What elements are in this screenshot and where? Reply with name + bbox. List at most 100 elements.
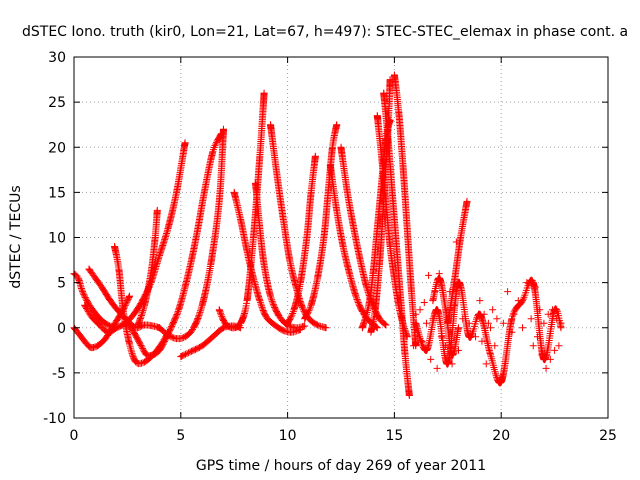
- data-point: [181, 139, 189, 147]
- data-point: [454, 324, 462, 332]
- data-point: [482, 360, 490, 368]
- data-point: [476, 297, 484, 305]
- data-point: [463, 197, 471, 205]
- data-point: [256, 298, 264, 306]
- data-point: [257, 300, 265, 308]
- data-point: [444, 319, 452, 327]
- data-point: [414, 328, 422, 336]
- data-point: [303, 310, 311, 318]
- y-tick-label: 20: [48, 140, 66, 156]
- y-tick-label: -10: [43, 411, 66, 427]
- y-tick-label: 30: [48, 50, 66, 66]
- data-point: [128, 348, 136, 356]
- data-point: [128, 350, 136, 358]
- data-point: [311, 152, 319, 160]
- data-point: [172, 312, 180, 320]
- data-point: [195, 312, 203, 320]
- data-point: [126, 292, 134, 300]
- data-point: [519, 324, 527, 332]
- data-point: [454, 346, 462, 354]
- data-point: [167, 333, 175, 341]
- data-point: [478, 337, 486, 345]
- data-point: [420, 298, 428, 306]
- data-point: [81, 294, 89, 302]
- data-point: [138, 310, 146, 318]
- data-point: [267, 294, 275, 302]
- data-point: [373, 324, 381, 332]
- data-point: [259, 305, 267, 313]
- data-point: [386, 76, 394, 84]
- data-point: [174, 307, 182, 315]
- data-point: [269, 299, 277, 307]
- data-point: [217, 311, 225, 319]
- data-point: [440, 292, 448, 300]
- data-point: [551, 346, 559, 354]
- y-axis-title: dSTEC / TECUs: [8, 185, 24, 288]
- data-point: [429, 315, 437, 323]
- data-point: [211, 142, 219, 150]
- data-point: [218, 312, 226, 320]
- data-point: [173, 310, 181, 318]
- data-point: [165, 332, 173, 340]
- data-point: [160, 339, 168, 347]
- data-point: [315, 322, 323, 330]
- data-point: [164, 331, 172, 339]
- data-point: [523, 279, 531, 287]
- data-point: [197, 305, 205, 313]
- data-point: [322, 324, 330, 332]
- x-axis-title: GPS time / hours of day 269 of year 2011: [196, 458, 486, 474]
- data-point: [138, 359, 146, 367]
- data-point: [194, 313, 202, 321]
- data-point: [153, 206, 161, 214]
- y-tick-label: 10: [48, 231, 66, 247]
- data-point: [504, 288, 512, 296]
- data-point: [178, 334, 186, 342]
- data-point: [260, 89, 268, 97]
- data-point: [435, 270, 443, 278]
- data-point: [362, 314, 370, 322]
- data-point: [382, 321, 390, 329]
- x-tick-label: 0: [70, 428, 79, 444]
- data-point: [422, 319, 430, 327]
- data-point: [137, 312, 145, 320]
- data-point: [78, 286, 86, 294]
- data-point: [544, 310, 552, 318]
- axis-ticks: 0 5 10 15 20 25 -10 -5 0 5 10 15 20 25 30: [43, 50, 617, 444]
- grid: [74, 57, 608, 418]
- data-point: [492, 372, 500, 380]
- data-point: [79, 289, 87, 297]
- data-point: [138, 308, 146, 316]
- data-point: [514, 297, 522, 305]
- data-point: [353, 294, 361, 302]
- chart-title: dSTEC Iono. truth (kir0, Lon=21, Lat=67,…: [22, 24, 628, 40]
- data-point: [173, 309, 181, 317]
- data-point: [81, 292, 89, 300]
- data-point: [167, 324, 175, 332]
- data-point: [546, 355, 554, 363]
- data-point: [194, 314, 202, 322]
- data-point: [139, 307, 147, 315]
- data-point: [196, 308, 204, 316]
- data-point: [487, 324, 495, 332]
- data-point: [450, 301, 458, 309]
- data-point: [499, 319, 507, 327]
- data-point: [425, 271, 433, 279]
- data-point: [287, 313, 295, 321]
- data-point: [548, 306, 556, 314]
- data-point: [497, 373, 505, 381]
- data-point: [83, 305, 91, 313]
- data-point: [286, 314, 294, 322]
- x-tick-label: 25: [599, 428, 617, 444]
- data-point: [160, 337, 168, 345]
- data-point: [269, 301, 277, 309]
- data-point: [181, 350, 189, 358]
- data-point: [491, 342, 499, 350]
- data-point: [136, 315, 144, 323]
- data-point: [258, 302, 266, 310]
- data-point: [180, 351, 188, 359]
- data-point: [288, 311, 296, 319]
- data-point: [452, 238, 460, 246]
- data-point: [212, 140, 220, 148]
- data-point: [139, 345, 147, 353]
